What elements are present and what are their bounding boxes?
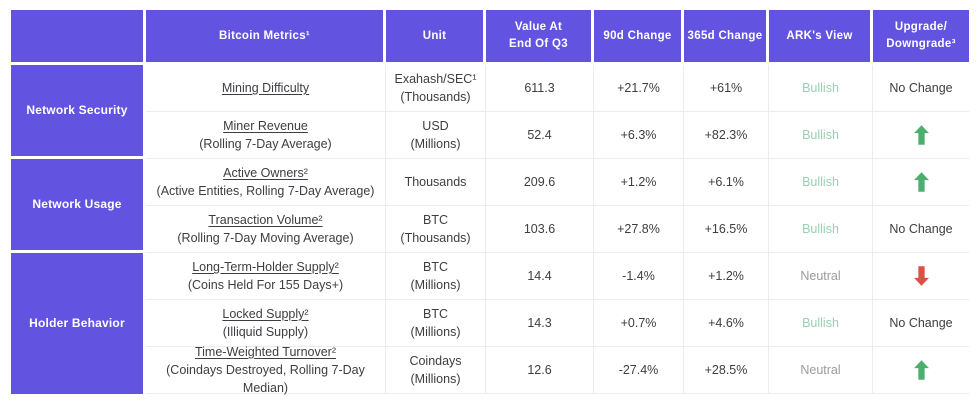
metric-cell: Miner Revenue (Rolling 7-Day Average) bbox=[146, 112, 386, 159]
change-365d-cell: +28.5% bbox=[684, 347, 769, 394]
row-group-network-usage: Network Usage bbox=[11, 159, 146, 253]
unit-cell: Exahash/SEC¹ (Thousands) bbox=[386, 65, 486, 112]
change-90d-cell: +0.7% bbox=[594, 300, 684, 347]
col-header-90d-change: 90d Change bbox=[594, 10, 684, 65]
metric-subtitle: (Rolling 7-Day Average) bbox=[199, 137, 332, 151]
metric-subtitle: (Illiquid Supply) bbox=[222, 325, 309, 339]
value-cell: 14.3 bbox=[486, 300, 594, 347]
metric-subtitle: (Rolling 7-Day Moving Average) bbox=[177, 231, 354, 245]
col-header-bitcoin-metrics: Bitcoin Metrics¹ bbox=[146, 10, 386, 65]
metric-cell: Transaction Volume² (Rolling 7-Day Movin… bbox=[146, 206, 386, 253]
up-arrow-icon bbox=[913, 360, 929, 380]
upgrade-cell: No Change bbox=[873, 206, 969, 253]
upgrade-cell bbox=[873, 253, 969, 300]
metric-cell: Long-Term-Holder Supply² (Coins Held For… bbox=[146, 253, 386, 300]
upgrade-label: No Change bbox=[889, 80, 953, 95]
metric-cell: Locked Supply² (Illiquid Supply) bbox=[146, 300, 386, 347]
unit-cell: Coindays (Millions) bbox=[386, 347, 486, 394]
metric-cell: Time-Weighted Turnover² (Coindays Destro… bbox=[146, 345, 386, 396]
upgrade-cell bbox=[873, 112, 969, 159]
unit-cell: BTC (Millions) bbox=[386, 300, 486, 347]
ark-view-cell: Bullish bbox=[769, 206, 873, 253]
metric-link-long-term-holder-supply[interactable]: Long-Term-Holder Supply² bbox=[192, 259, 339, 274]
upgrade-cell: No Change bbox=[873, 65, 969, 112]
metric-link-active-owners[interactable]: Active Owners² bbox=[223, 165, 308, 180]
ark-view-cell: Bullish bbox=[769, 65, 873, 112]
ark-view-cell: Bullish bbox=[769, 112, 873, 159]
upgrade-cell bbox=[873, 347, 969, 394]
metric-cell: Active Owners² (Active Entities, Rolling… bbox=[146, 159, 386, 206]
col-header-unit: Unit bbox=[386, 10, 486, 65]
unit-cell: BTC (Thousands) bbox=[386, 206, 486, 253]
change-365d-cell: +1.2% bbox=[684, 253, 769, 300]
upgrade-cell: No Change bbox=[873, 300, 969, 347]
metric-link-miner-revenue[interactable]: Miner Revenue bbox=[223, 118, 308, 133]
value-cell: 103.6 bbox=[486, 206, 594, 253]
metric-cell: Mining Difficulty bbox=[146, 65, 386, 112]
change-365d-cell: +4.6% bbox=[684, 300, 769, 347]
ark-view-cell: Neutral bbox=[769, 347, 873, 394]
change-90d-cell: +1.2% bbox=[594, 159, 684, 206]
change-365d-cell: +61% bbox=[684, 65, 769, 112]
ark-view-label: Bullish bbox=[802, 80, 839, 95]
row-group-holder-behavior: Holder Behavior bbox=[11, 253, 146, 394]
value-cell: 209.6 bbox=[486, 159, 594, 206]
value-cell: 14.4 bbox=[486, 253, 594, 300]
up-arrow-icon bbox=[913, 172, 929, 192]
change-90d-cell: -27.4% bbox=[594, 347, 684, 394]
ark-view-label: Neutral bbox=[800, 268, 841, 283]
ark-view-label: Neutral bbox=[800, 362, 841, 377]
upgrade-label: No Change bbox=[889, 315, 953, 330]
value-cell: 611.3 bbox=[486, 65, 594, 112]
col-header-upgrade-downgrade: Upgrade/ Downgrade³ bbox=[873, 10, 969, 65]
upgrade-label: No Change bbox=[889, 221, 953, 236]
change-90d-cell: -1.4% bbox=[594, 253, 684, 300]
value-cell: 52.4 bbox=[486, 112, 594, 159]
change-365d-cell: +6.1% bbox=[684, 159, 769, 206]
corner-cell bbox=[11, 10, 146, 65]
change-90d-cell: +21.7% bbox=[594, 65, 684, 112]
ark-view-label: Bullish bbox=[802, 315, 839, 330]
metric-link-mining-difficulty[interactable]: Mining Difficulty bbox=[221, 80, 310, 95]
ark-view-label: Bullish bbox=[802, 221, 839, 236]
down-arrow-icon bbox=[913, 266, 929, 286]
change-90d-cell: +6.3% bbox=[594, 112, 684, 159]
metric-link-locked-supply[interactable]: Locked Supply² bbox=[222, 306, 309, 321]
ark-view-cell: Bullish bbox=[769, 300, 873, 347]
metric-subtitle: (Active Entities, Rolling 7-Day Average) bbox=[156, 184, 375, 198]
up-arrow-icon bbox=[913, 125, 929, 145]
upgrade-cell bbox=[873, 159, 969, 206]
value-cell: 12.6 bbox=[486, 347, 594, 394]
unit-cell: USD (Millions) bbox=[386, 112, 486, 159]
col-header-value-end-q3: Value At End Of Q3 bbox=[486, 10, 594, 65]
metric-subtitle: (Coindays Destroyed, Rolling 7-Day Media… bbox=[166, 362, 365, 396]
ark-view-label: Bullish bbox=[802, 127, 839, 142]
ark-view-label: Bullish bbox=[802, 174, 839, 189]
row-group-network-security: Network Security bbox=[11, 65, 146, 159]
ark-view-cell: Neutral bbox=[769, 253, 873, 300]
metric-link-transaction-volume[interactable]: Transaction Volume² bbox=[208, 212, 323, 227]
ark-view-cell: Bullish bbox=[769, 159, 873, 206]
unit-cell: BTC (Millions) bbox=[386, 253, 486, 300]
col-header-arks-view: ARK's View bbox=[769, 10, 873, 65]
change-90d-cell: +27.8% bbox=[594, 206, 684, 253]
metric-link-time-weighted-turnover[interactable]: Time-Weighted Turnover² bbox=[194, 344, 337, 359]
change-365d-cell: +82.3% bbox=[684, 112, 769, 159]
change-365d-cell: +16.5% bbox=[684, 206, 769, 253]
metric-subtitle: (Coins Held For 155 Days+) bbox=[187, 278, 344, 292]
col-header-365d-change: 365d Change bbox=[684, 10, 769, 65]
unit-cell: Thousands bbox=[386, 159, 486, 206]
